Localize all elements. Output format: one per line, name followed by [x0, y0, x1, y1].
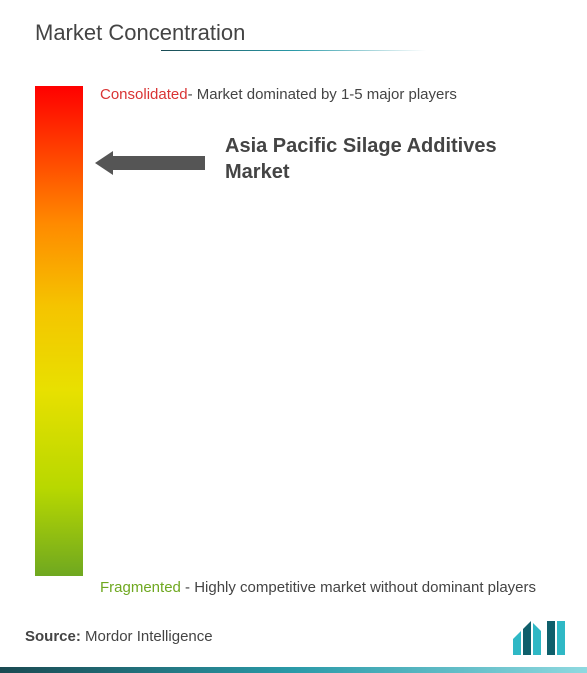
chart-area: Consolidated- Market dominated by 1-5 ma… — [25, 86, 562, 606]
bottom-border — [0, 667, 587, 673]
fragmented-label: Fragmented - Highly competitive market w… — [100, 576, 536, 600]
consolidated-keyword: Consolidated — [100, 86, 188, 103]
source-attribution: Source: Mordor Intelligence — [25, 628, 213, 645]
arrow-icon — [95, 148, 215, 178]
mordor-logo-icon — [513, 621, 565, 655]
market-name-label: Asia Pacific Silage Additives Market — [225, 133, 505, 185]
source-label: Source: — [25, 628, 81, 645]
chart-title: Market Concentration — [35, 20, 562, 46]
title-underline — [25, 50, 562, 51]
fragmented-text: - Highly competitive market without domi… — [181, 579, 536, 596]
concentration-gradient-bar — [35, 86, 83, 576]
source-value: Mordor Intelligence — [81, 628, 213, 645]
chart-container: Market Concentration Consolidated- Marke… — [0, 0, 587, 673]
consolidated-text: - Market dominated by 1-5 major players — [188, 86, 457, 103]
fragmented-keyword: Fragmented — [100, 579, 181, 596]
consolidated-label: Consolidated- Market dominated by 1-5 ma… — [100, 84, 457, 105]
